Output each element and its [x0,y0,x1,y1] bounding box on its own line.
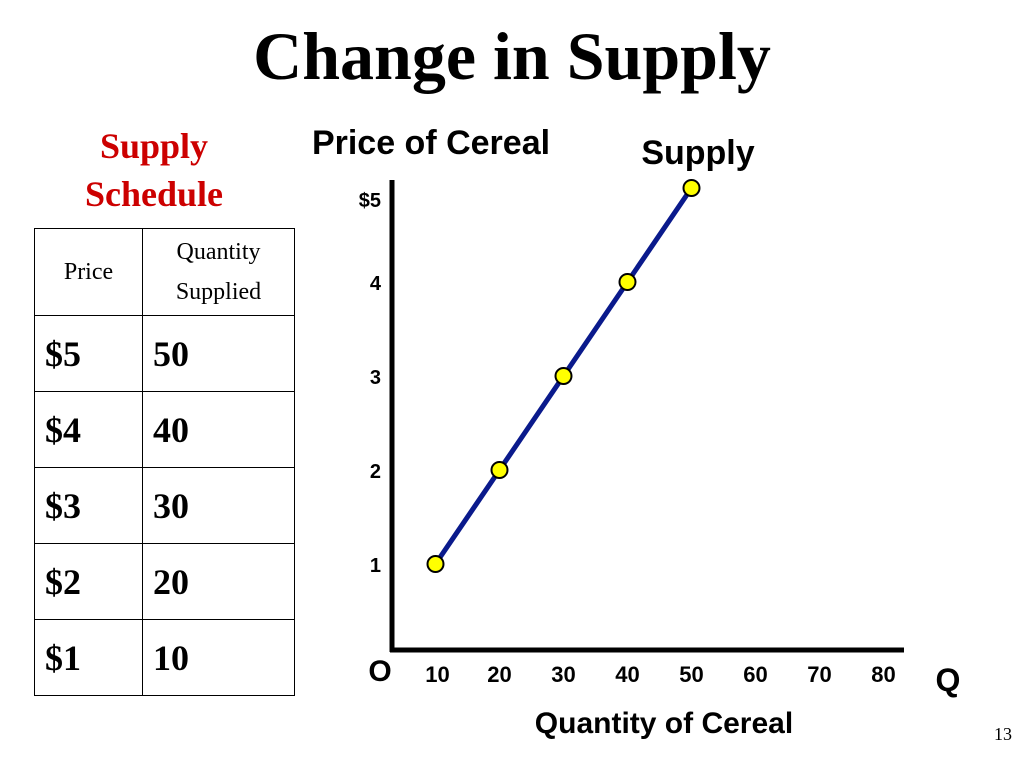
y-tick-label: $5 [359,190,381,212]
schedule-heading-line1: Supply [99,126,209,166]
header-quantity-supplied: Quantity Supplied [142,228,295,316]
y-tick-label: 2 [370,461,381,483]
supply-point [618,273,637,291]
supply-point [426,555,445,573]
header-price: Price [34,228,143,316]
table-row: $4 40 [34,391,295,468]
origin-label: O [368,655,391,688]
table-row: $3 30 [34,467,295,544]
y-axis-label: Price of Cereal [312,124,550,162]
row-quantity: 10 [142,619,295,696]
table-row: $5 50 [34,315,295,392]
schedule-heading-line2: Schedule [84,174,224,214]
row-price: $3 [34,467,143,544]
x-tick-label: 80 [871,662,895,687]
slide-title: Change in Supply [253,18,771,94]
table-row: $1 10 [34,619,295,696]
row-price: $2 [34,543,143,620]
y-tick-label: 4 [370,273,382,295]
supply-schedule-table: Price Quantity Supplied $5 50 $4 40 $3 3… [34,228,295,696]
supply-point [682,179,701,197]
row-price: $4 [34,391,143,468]
header-quantity-line2: Supplied [175,279,262,305]
y-tick-label: 3 [370,367,381,389]
y-tick-label: 1 [370,555,381,577]
table-header-row: Price Quantity Supplied [34,228,295,316]
x-tick-label: 30 [551,662,575,687]
x-tick-label: 10 [425,662,449,687]
x-tick-label: 50 [679,662,703,687]
header-quantity-line1: Quantity [176,239,261,265]
x-axis-end-label: Q [936,662,961,698]
x-tick-label: 70 [807,662,831,687]
x-tick-label: 20 [487,662,511,687]
row-quantity: 50 [142,315,295,392]
table-row: $2 20 [34,543,295,620]
supply-point [490,461,509,479]
row-price: $5 [34,315,143,392]
page-number: 13 [994,724,1012,744]
x-tick-label: 40 [615,662,639,687]
row-quantity: 20 [142,543,295,620]
row-price: $1 [34,619,143,696]
x-axis-label: Quantity of Cereal [535,707,793,740]
schedule-heading: Supply Schedule [34,122,274,218]
x-tick-label: 60 [743,662,767,687]
supply-point [554,367,573,385]
series-label-supply: Supply [641,134,754,172]
